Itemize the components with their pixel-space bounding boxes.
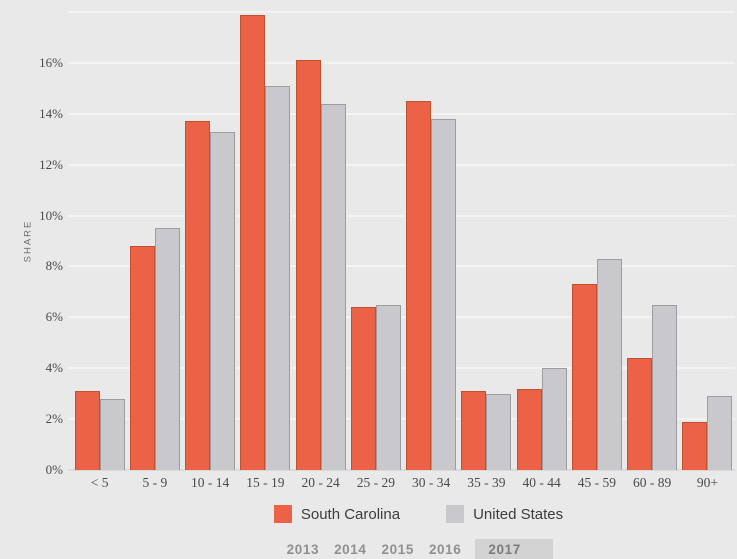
- bar-group-40-44: [514, 12, 569, 470]
- bar-group-5: [72, 12, 127, 470]
- bar-group-5-9: [127, 12, 182, 470]
- y-tick-label-6: 6%: [45, 309, 63, 325]
- gridline-16: [68, 61, 735, 64]
- bar-group-10-14: [183, 12, 238, 470]
- y-tick-label-4: 4%: [45, 360, 63, 376]
- x-tick-label-35-39: 35 - 39: [467, 475, 506, 490]
- legend-item-south-carolina[interactable]: South Carolina: [273, 505, 401, 523]
- x-tick-label-15-19: 15 - 19: [246, 475, 285, 490]
- x-tick-label-5: < 5: [90, 475, 109, 490]
- gridline-8: [68, 265, 735, 268]
- bar-group-20-24: [293, 12, 348, 470]
- y-axis-title: SHARE: [22, 219, 34, 263]
- tab-year-2013[interactable]: 2013: [286, 542, 320, 557]
- x-tick-label-10-14: 10 - 14: [191, 475, 230, 490]
- gridline-4: [68, 367, 735, 370]
- x-tick-label-25-29: 25 - 29: [356, 475, 395, 490]
- bar-united-states-35-39[interactable]: [486, 393, 512, 470]
- x-tick-label-40-44: 40 - 44: [522, 475, 561, 490]
- bar-united-states-45-59[interactable]: [596, 258, 622, 470]
- year-tabs: 2013 2014 2015 2016 2017: [51, 539, 737, 559]
- legend: South Carolina United States: [50, 505, 737, 523]
- bar-south-carolina-5-9[interactable]: [129, 246, 155, 470]
- y-tick-label-16: 16%: [39, 54, 63, 70]
- tab-year-2016[interactable]: 2016: [428, 542, 462, 557]
- y-tick-label-10: 10%: [39, 207, 63, 223]
- x-tick-label-90+: 90+: [696, 475, 718, 490]
- legend-swatch-south-carolina: [273, 505, 292, 523]
- bar-south-carolina-60-89[interactable]: [627, 358, 653, 470]
- bar-group-15-19: [238, 12, 293, 470]
- tab-year-2014[interactable]: 2014: [334, 542, 367, 557]
- legend-label-south-carolina: South Carolina: [300, 505, 401, 523]
- bar-united-states-40-44[interactable]: [541, 368, 567, 470]
- bar-united-states-20-24[interactable]: [320, 103, 346, 470]
- bar-south-carolina-25-29[interactable]: [350, 307, 376, 470]
- bar-united-states-5-9[interactable]: [154, 228, 180, 470]
- bar-united-states-15-19[interactable]: [265, 85, 291, 470]
- gridline-10: [68, 214, 735, 217]
- y-tick-label-0: 0%: [45, 462, 63, 477]
- y-tick-label-12: 12%: [39, 156, 63, 172]
- bar-group-60-89: [625, 12, 680, 470]
- bar-south-carolina-5[interactable]: [74, 391, 100, 470]
- bar-south-carolina-40-44[interactable]: [516, 388, 542, 470]
- x-axis-labels: < 5 5 - 9 10 - 14 15 - 19 20 - 24 25 - 29 30 -…: [72, 475, 735, 491]
- x-tick-label-30-34: 30 - 34: [412, 475, 451, 490]
- bar-south-carolina-45-59[interactable]: [571, 284, 597, 470]
- bar-united-states-60-89[interactable]: [652, 304, 678, 470]
- gridline-6: [68, 316, 735, 319]
- bar-south-carolina-15-19[interactable]: [240, 14, 266, 470]
- bar-united-states-30-34[interactable]: [431, 118, 457, 470]
- gridline-18: [68, 11, 735, 13]
- gridline-2: [68, 418, 735, 421]
- x-tick-label-45-59: 45 - 59: [577, 475, 616, 490]
- gridline-12: [68, 163, 735, 166]
- bar-south-carolina-35-39[interactable]: [461, 391, 487, 470]
- y-tick-label-2: 2%: [45, 411, 63, 427]
- legend-label-united-states: United States: [473, 505, 564, 523]
- bar-united-states-10-14[interactable]: [210, 131, 236, 470]
- x-tick-label-60-89: 60 - 89: [633, 475, 672, 490]
- bar-group-35-39: [459, 12, 514, 470]
- legend-swatch-united-states: [446, 505, 465, 523]
- bar-group-90+: [680, 12, 735, 470]
- y-tick-label-14: 14%: [39, 105, 63, 121]
- bar-south-carolina-10-14[interactable]: [185, 121, 211, 470]
- bar-united-states-5[interactable]: [99, 398, 125, 470]
- x-tick-label-20-24: 20 - 24: [301, 475, 340, 490]
- bar-south-carolina-90+[interactable]: [682, 421, 708, 470]
- bar-south-carolina-30-34[interactable]: [406, 101, 432, 470]
- bar-groups: [72, 12, 735, 470]
- bar-group-45-59: [569, 12, 624, 470]
- legend-item-united-states[interactable]: United States: [446, 505, 563, 523]
- tab-year-2017[interactable]: 2017: [475, 539, 554, 559]
- gridline-14: [68, 112, 735, 115]
- x-tick-label-5-9: 5 - 9: [142, 475, 168, 490]
- bar-united-states-25-29[interactable]: [375, 304, 401, 470]
- bar-group-25-29: [348, 12, 403, 470]
- bar-united-states-90+[interactable]: [707, 396, 733, 470]
- y-tick-label-8: 8%: [45, 258, 63, 274]
- tab-year-2015[interactable]: 2015: [381, 542, 414, 557]
- bar-group-30-34: [404, 12, 459, 470]
- gridline-0: [68, 469, 735, 471]
- plot-area: 0% 2% 4% 6% 8% 10% 12% 14% 16%: [39, 11, 735, 477]
- bar-south-carolina-20-24[interactable]: [295, 60, 321, 470]
